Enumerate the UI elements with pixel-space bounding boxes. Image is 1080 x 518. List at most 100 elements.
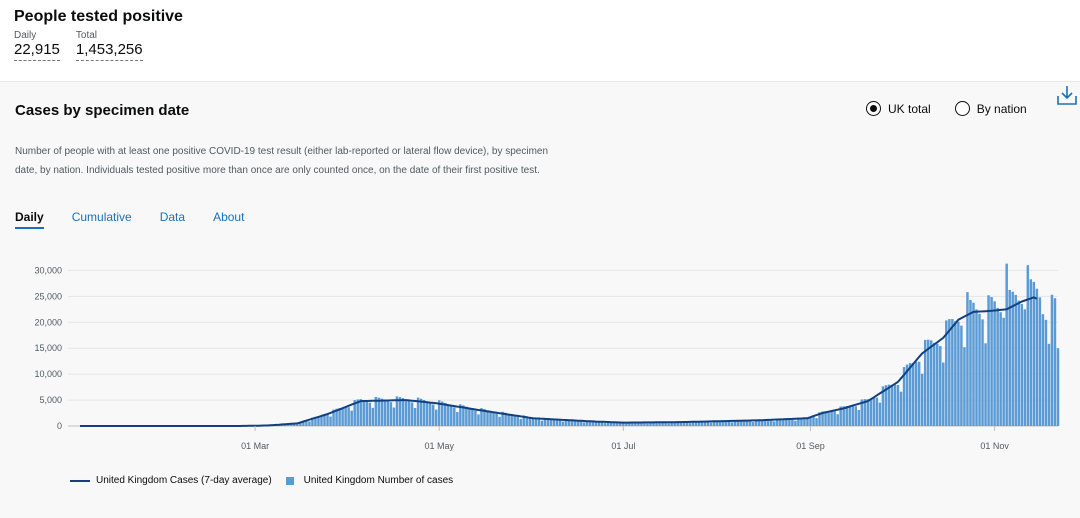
bar-daily-cases <box>471 409 473 426</box>
line-7day-average <box>80 297 1037 426</box>
y-tick-label: 20,000 <box>34 317 62 327</box>
bar-daily-cases <box>477 414 479 426</box>
bar-daily-cases <box>535 419 537 426</box>
bar-daily-cases <box>1021 304 1023 426</box>
bar-daily-cases <box>1002 318 1004 426</box>
bar-daily-cases <box>408 401 410 426</box>
bar-daily-cases <box>429 403 431 426</box>
bar-daily-cases <box>927 340 929 426</box>
bar-daily-cases <box>495 414 497 426</box>
stat-total-value[interactable]: 1,453,256 <box>76 41 143 61</box>
bar-daily-cases <box>891 385 893 426</box>
bar-daily-cases <box>1042 314 1044 426</box>
bar-daily-cases <box>728 421 730 426</box>
bar-daily-cases <box>909 363 911 426</box>
tab-about[interactable]: About <box>213 210 244 229</box>
bar-daily-cases <box>897 385 899 426</box>
bar-daily-cases <box>1027 265 1029 426</box>
bar-daily-cases <box>830 411 832 426</box>
bar-daily-cases <box>870 399 872 426</box>
tab-daily[interactable]: Daily <box>15 210 44 229</box>
radio-uk-total[interactable]: UK total <box>866 101 931 116</box>
bar-daily-cases <box>969 300 971 426</box>
y-tick-label: 5,000 <box>39 395 62 405</box>
bar-daily-cases <box>625 424 627 426</box>
x-tick-label: 01 Jul <box>611 441 635 451</box>
legend-line-label: United Kingdom Cases (7-day average) <box>96 475 272 486</box>
bar-daily-cases <box>921 374 923 426</box>
bar-daily-cases <box>852 406 854 426</box>
bar-daily-cases <box>369 403 371 426</box>
bar-daily-cases <box>749 421 751 426</box>
bar-daily-cases <box>402 398 404 426</box>
bar-daily-cases <box>815 418 817 426</box>
y-tick-label: 10,000 <box>34 369 62 379</box>
page-title: People tested positive <box>14 8 614 26</box>
bar-daily-cases <box>1036 289 1038 426</box>
stat-daily[interactable]: Daily 22,915 <box>14 30 60 61</box>
bar-daily-cases <box>329 417 331 426</box>
bar-daily-cases <box>510 415 512 426</box>
bar-daily-cases <box>604 423 606 426</box>
stat-total-label: Total <box>76 30 143 41</box>
bar-daily-cases <box>347 407 349 426</box>
bar-daily-cases <box>855 406 857 426</box>
bar-daily-cases <box>393 408 395 426</box>
download-icon[interactable] <box>1056 84 1078 106</box>
bar-daily-cases <box>474 411 476 426</box>
bar-daily-cases <box>972 303 974 426</box>
stat-daily-value[interactable]: 22,915 <box>14 41 60 61</box>
stat-daily-label: Daily <box>14 30 60 41</box>
bar-daily-cases <box>812 417 814 426</box>
tab-data[interactable]: Data <box>160 210 185 229</box>
radio-unselected-icon[interactable] <box>955 101 970 116</box>
bar-daily-cases <box>788 419 790 426</box>
bar-daily-cases <box>1008 290 1010 426</box>
bar-daily-cases <box>912 363 914 426</box>
tab-cumulative[interactable]: Cumulative <box>72 210 132 229</box>
bar-daily-cases <box>827 411 829 426</box>
y-tick-label: 0 <box>57 421 62 431</box>
bar-daily-cases <box>450 406 452 426</box>
x-tick-label: 01 Mar <box>241 441 269 451</box>
bar-daily-cases <box>583 422 585 426</box>
bar-daily-cases <box>559 420 561 426</box>
bar-daily-cases <box>513 416 515 426</box>
bar-daily-cases <box>930 340 932 426</box>
legend-bar-label: United Kingdom Number of cases <box>304 475 454 486</box>
chart-card: Cases by specimen date UK total By natio… <box>0 81 1080 518</box>
bar-daily-cases <box>752 422 754 426</box>
summary-header: People tested positive Daily 22,915 Tota… <box>14 6 614 76</box>
radio-by-nation[interactable]: By nation <box>955 101 1027 116</box>
bar-daily-cases <box>942 363 944 426</box>
bar-daily-cases <box>858 410 860 426</box>
y-tick-label: 30,000 <box>34 265 62 275</box>
radio-by-nation-label[interactable]: By nation <box>977 102 1027 116</box>
bar-daily-cases <box>326 415 328 426</box>
bar-daily-cases <box>939 346 941 426</box>
bar-daily-cases <box>999 312 1001 426</box>
bar-daily-cases <box>667 423 669 426</box>
bar-daily-cases <box>906 365 908 426</box>
bar-daily-cases <box>378 398 380 426</box>
bar-daily-cases <box>538 419 540 426</box>
bar-daily-cases <box>867 399 869 426</box>
chart-description: Number of people with at least one posit… <box>15 142 555 180</box>
x-tick-label: 01 May <box>424 441 454 451</box>
radio-uk-total-label[interactable]: UK total <box>888 102 931 116</box>
bar-daily-cases <box>381 399 383 426</box>
bar-daily-cases <box>453 407 455 426</box>
bar-daily-cases <box>990 297 992 426</box>
bar-daily-cases <box>978 314 980 426</box>
bar-daily-cases <box>1048 344 1050 426</box>
bar-daily-cases <box>915 362 917 426</box>
bar-daily-cases <box>1039 297 1041 426</box>
stat-total[interactable]: Total 1,453,256 <box>76 30 143 61</box>
y-tick-label: 15,000 <box>34 343 62 353</box>
bar-daily-cases <box>390 402 392 426</box>
bar-daily-cases <box>900 392 902 426</box>
radio-selected-icon[interactable] <box>866 101 881 116</box>
bar-daily-cases <box>498 417 500 426</box>
bar-daily-cases <box>1045 320 1047 426</box>
bar-daily-cases <box>423 400 425 426</box>
